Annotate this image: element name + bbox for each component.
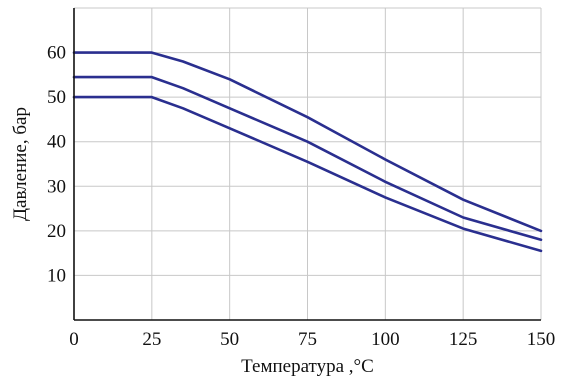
series-line-1 (72, 51, 543, 233)
x-tick-label-25: 25 (142, 329, 161, 350)
series-line-3 (72, 95, 543, 253)
y-tick-label-10: 10 (47, 265, 66, 286)
tick-labels: 0 25 50 75 100 125 150 10 20 30 40 50 60 (47, 43, 555, 350)
chart-grid (74, 7, 542, 320)
y-tick-label-50: 50 (47, 87, 66, 108)
x-tick-label-100: 100 (371, 329, 400, 350)
x-tick-label-125: 125 (449, 329, 478, 350)
series-line-2 (72, 75, 543, 242)
x-tick-label-75: 75 (298, 329, 317, 350)
x-axis-title: Температура ,°С (241, 356, 374, 377)
x-tick-label-50: 50 (220, 329, 239, 350)
x-tick-label-0: 0 (69, 329, 79, 350)
y-tick-label-40: 40 (47, 132, 66, 153)
chart-series-layer (72, 51, 543, 253)
chart-axes (73, 8, 541, 321)
y-tick-label-60: 60 (47, 43, 66, 64)
x-tick-label-150: 150 (527, 329, 556, 350)
y-axis-title: Давление, бар (10, 107, 31, 221)
y-tick-label-20: 20 (47, 221, 66, 242)
y-tick-label-30: 30 (47, 176, 66, 197)
